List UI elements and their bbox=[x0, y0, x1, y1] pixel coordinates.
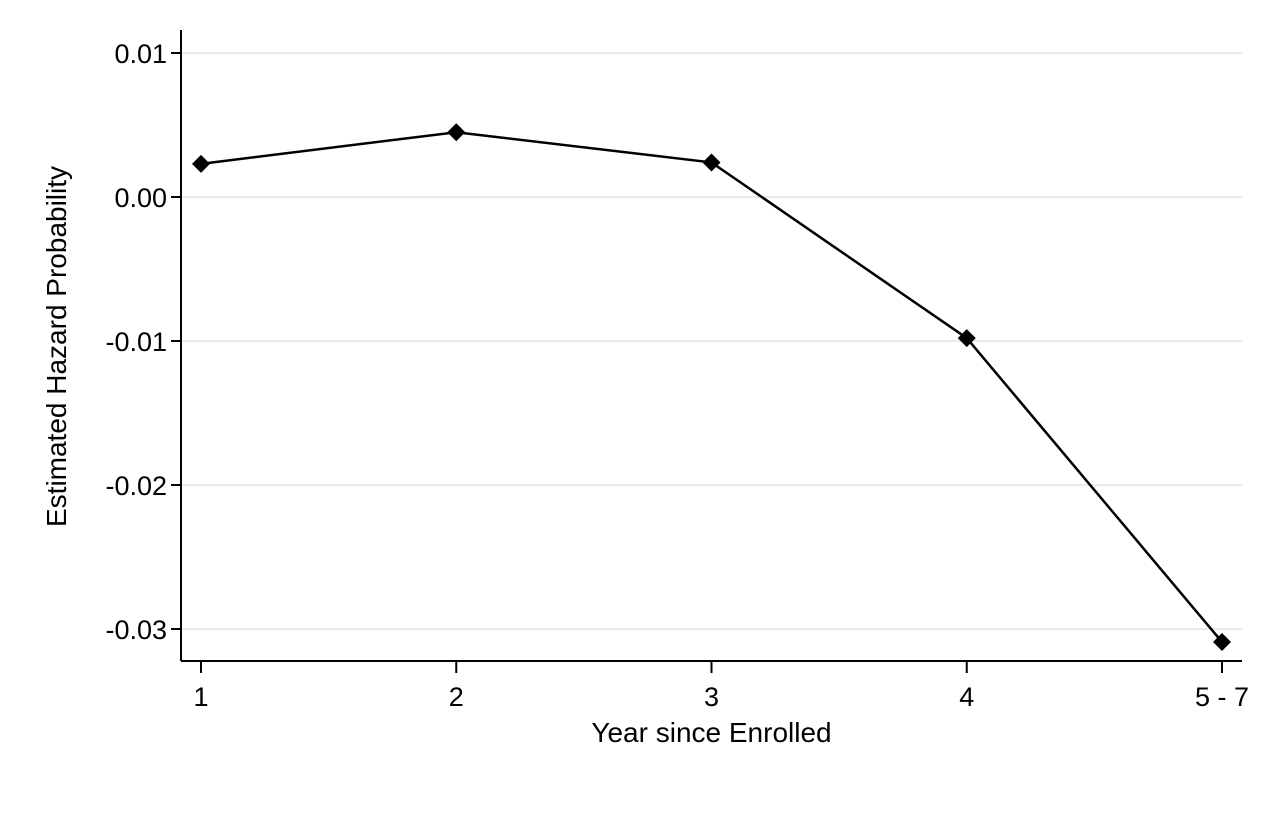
y-tick-label: 0.00 bbox=[114, 183, 167, 213]
data-point-5-7 bbox=[1213, 632, 1231, 651]
series-line bbox=[200, 130, 1223, 643]
y-axis-title: Estimated Hazard Probability bbox=[41, 166, 72, 527]
data-point-1 bbox=[192, 154, 210, 173]
data-point-3 bbox=[702, 153, 721, 172]
x-tick-label: 1 bbox=[193, 682, 208, 712]
gridlines bbox=[181, 52, 1242, 630]
y-tick-label: -0.02 bbox=[105, 471, 167, 501]
y-tick-label: -0.01 bbox=[105, 327, 167, 357]
data-point-4 bbox=[957, 329, 976, 348]
y-axis-ticks: 0.01 0.00 -0.01 -0.02 -0.03 bbox=[105, 39, 181, 645]
data-point-2 bbox=[447, 123, 466, 142]
y-tick-label: -0.03 bbox=[105, 615, 167, 645]
y-tick-label: 0.01 bbox=[114, 39, 167, 69]
x-tick-label: 5 - 7 bbox=[1195, 682, 1249, 712]
x-axis-title: Year since Enrolled bbox=[591, 717, 831, 748]
x-tick-label: 3 bbox=[704, 682, 719, 712]
x-tick-label: 4 bbox=[959, 682, 974, 712]
series bbox=[192, 123, 1231, 651]
axes bbox=[180, 30, 1242, 662]
x-tick-label: 2 bbox=[449, 682, 464, 712]
x-axis-ticks: 1 2 3 4 5 - 7 bbox=[193, 661, 1249, 712]
